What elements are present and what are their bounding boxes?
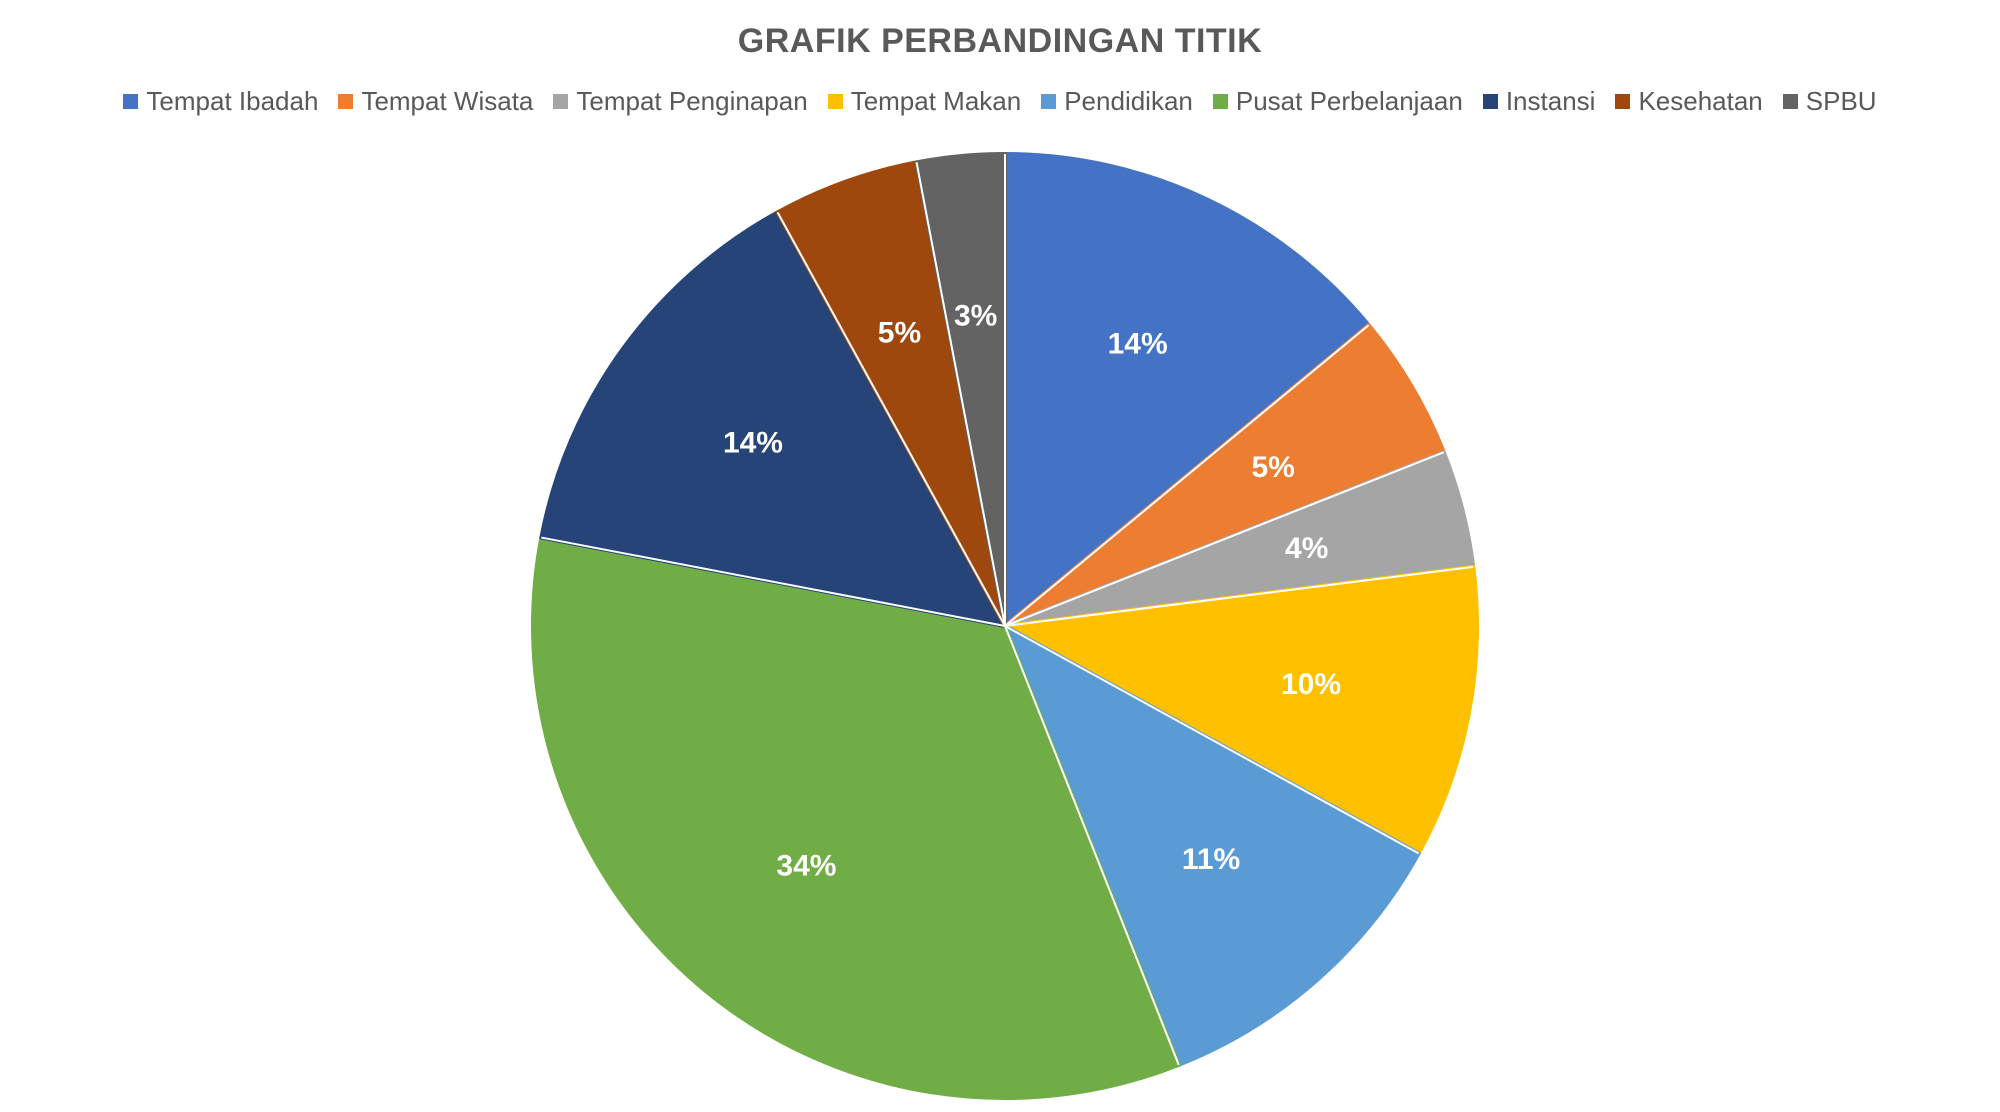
legend-item: Tempat Wisata [338, 86, 533, 117]
slice-separator [1004, 451, 1445, 627]
slice-data-label: 5% [1251, 451, 1294, 484]
legend-swatch [338, 94, 354, 109]
pie-slice-tempat-makan [1003, 564, 1479, 856]
legend-item: Pusat Perbelanjaan [1212, 86, 1463, 117]
slice-separator [541, 536, 1006, 627]
legend-label: SPBU [1805, 86, 1877, 116]
legend-swatch [827, 94, 843, 109]
legend-item: Instansi [1482, 86, 1596, 117]
legend-swatch [1482, 94, 1498, 109]
legend: Tempat Ibadah Tempat Wisata Tempat Pengina… [0, 86, 2000, 117]
legend-swatch [1212, 94, 1228, 109]
pie-slice-instansi [539, 210, 1007, 628]
pie-slice-kesehatan [775, 160, 1007, 628]
legend-item: Tempat Ibadah [123, 86, 318, 117]
legend-swatch [123, 94, 139, 109]
chart-title: GRAFIK PERBANDINGAN TITIK [737, 22, 1263, 60]
legend-item: SPBU [1782, 86, 1877, 117]
slice-separator [1004, 565, 1474, 627]
legend-label: Tempat Wisata [361, 86, 534, 116]
slice-separator [915, 162, 1006, 627]
legend-swatch [1615, 94, 1631, 109]
pie-slice-tempat-wisata [1003, 323, 1446, 628]
legend-label: Pusat Perbelanjaan [1235, 86, 1463, 116]
legend-item: Tempat Makan [827, 86, 1022, 117]
slice-data-label: 10% [1281, 668, 1341, 701]
slice-data-label: 3% [954, 299, 997, 332]
pie-slice-pendidikan [1003, 624, 1421, 1067]
pie-slices [531, 152, 1479, 1100]
pie-slice-pusat-perbelanjaan [531, 535, 1181, 1100]
pie-slice-tempat-ibadah [1003, 152, 1371, 628]
slice-data-label: 34% [776, 850, 836, 883]
legend-label: Tempat Penginapan [576, 86, 808, 116]
slice-data-label: 11% [1182, 843, 1240, 876]
pie-labels: 14% 5% 4% 10% 11% 34% 14% 5% 3% [723, 299, 1341, 882]
slice-data-label: 14% [723, 426, 783, 459]
legend-label: Tempat Ibadah [146, 86, 319, 116]
slice-data-label: 4% [1285, 532, 1328, 565]
legend-swatch [553, 94, 569, 109]
legend-label: Pendidikan [1064, 86, 1193, 116]
legend-item: Kesehatan [1615, 86, 1763, 117]
legend-label: Kesehatan [1638, 86, 1763, 116]
legend-swatch [1041, 94, 1057, 109]
slice-separator [1004, 324, 1370, 627]
legend-item: Pendidikan [1041, 86, 1193, 117]
slice-data-label: 5% [878, 316, 921, 349]
legend-label: Tempat Makan [850, 86, 1022, 116]
slice-separator [1004, 625, 1180, 1066]
legend-item: Tempat Penginapan [553, 86, 808, 117]
slice-separator [776, 211, 1006, 627]
legend-swatch [1782, 94, 1798, 109]
slice-separator [1004, 625, 1420, 855]
legend-label: Instansi [1505, 86, 1596, 116]
slice-data-label: 14% [1108, 328, 1168, 361]
